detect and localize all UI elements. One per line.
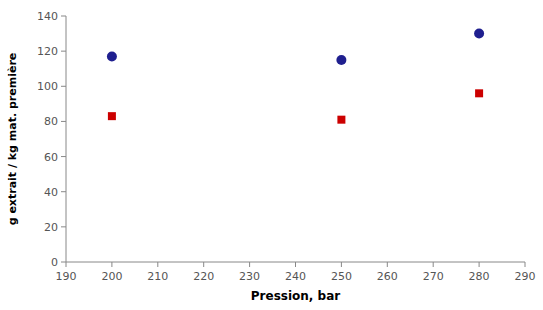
x-tick-label: 240 <box>285 270 306 283</box>
y-tick <box>61 16 66 17</box>
series-0 <box>107 29 484 65</box>
x-tick-label: 200 <box>101 270 122 283</box>
x-tick-label: 190 <box>56 270 77 283</box>
y-tick <box>61 191 66 192</box>
x-tick-label: 280 <box>469 270 490 283</box>
point <box>337 116 345 124</box>
axes: 190 200 210 220 230 240 250 260 270 280 290 0 20 40 60… <box>37 10 536 283</box>
chart: 190 200 210 220 230 240 250 260 270 280 290 0 20 40 60… <box>0 0 543 310</box>
y-tick-label: 120 <box>37 45 58 58</box>
x-tick <box>479 262 480 267</box>
y-tick <box>61 86 66 87</box>
points <box>107 29 484 124</box>
x-tick <box>111 262 112 267</box>
x-tick-label: 260 <box>377 270 398 283</box>
y-tick <box>61 156 66 157</box>
y-axis-label: g extrait / kg mat. première <box>6 53 19 226</box>
chart-container: 190 200 210 220 230 240 250 260 270 280 290 0 20 40 60… <box>0 0 543 310</box>
x-tick <box>157 262 158 267</box>
plot-background <box>66 16 525 262</box>
y-tick <box>61 51 66 52</box>
point <box>107 51 117 61</box>
x-tick-label: 250 <box>331 270 352 283</box>
x-tick <box>387 262 388 267</box>
y-tick-label: 40 <box>44 186 58 199</box>
y-axis-line <box>66 16 67 262</box>
y-tick-label: 80 <box>44 115 58 128</box>
y-tick <box>61 121 66 122</box>
x-tick <box>66 262 67 267</box>
x-tick <box>525 262 526 267</box>
y-tick <box>61 262 66 263</box>
point <box>336 55 346 65</box>
x-tick-label: 230 <box>239 270 260 283</box>
x-tick-label: 290 <box>515 270 536 283</box>
x-axis-label: Pression, bar <box>251 289 340 303</box>
x-tick-label: 220 <box>193 270 214 283</box>
x-tick <box>433 262 434 267</box>
y-tick-label: 20 <box>44 221 58 234</box>
x-tick-label: 270 <box>423 270 444 283</box>
y-tick-label: 140 <box>37 10 58 23</box>
x-tick-label: 210 <box>147 270 168 283</box>
point <box>475 89 483 97</box>
x-tick <box>203 262 204 267</box>
y-tick-label: 0 <box>51 256 58 269</box>
point <box>474 29 484 39</box>
y-tick <box>61 226 66 227</box>
x-tick <box>341 262 342 267</box>
y-tick-label: 60 <box>44 151 58 164</box>
y-tick-label: 100 <box>37 80 58 93</box>
x-tick <box>249 262 250 267</box>
x-tick <box>295 262 296 267</box>
series-1 <box>108 89 483 123</box>
point <box>108 112 116 120</box>
